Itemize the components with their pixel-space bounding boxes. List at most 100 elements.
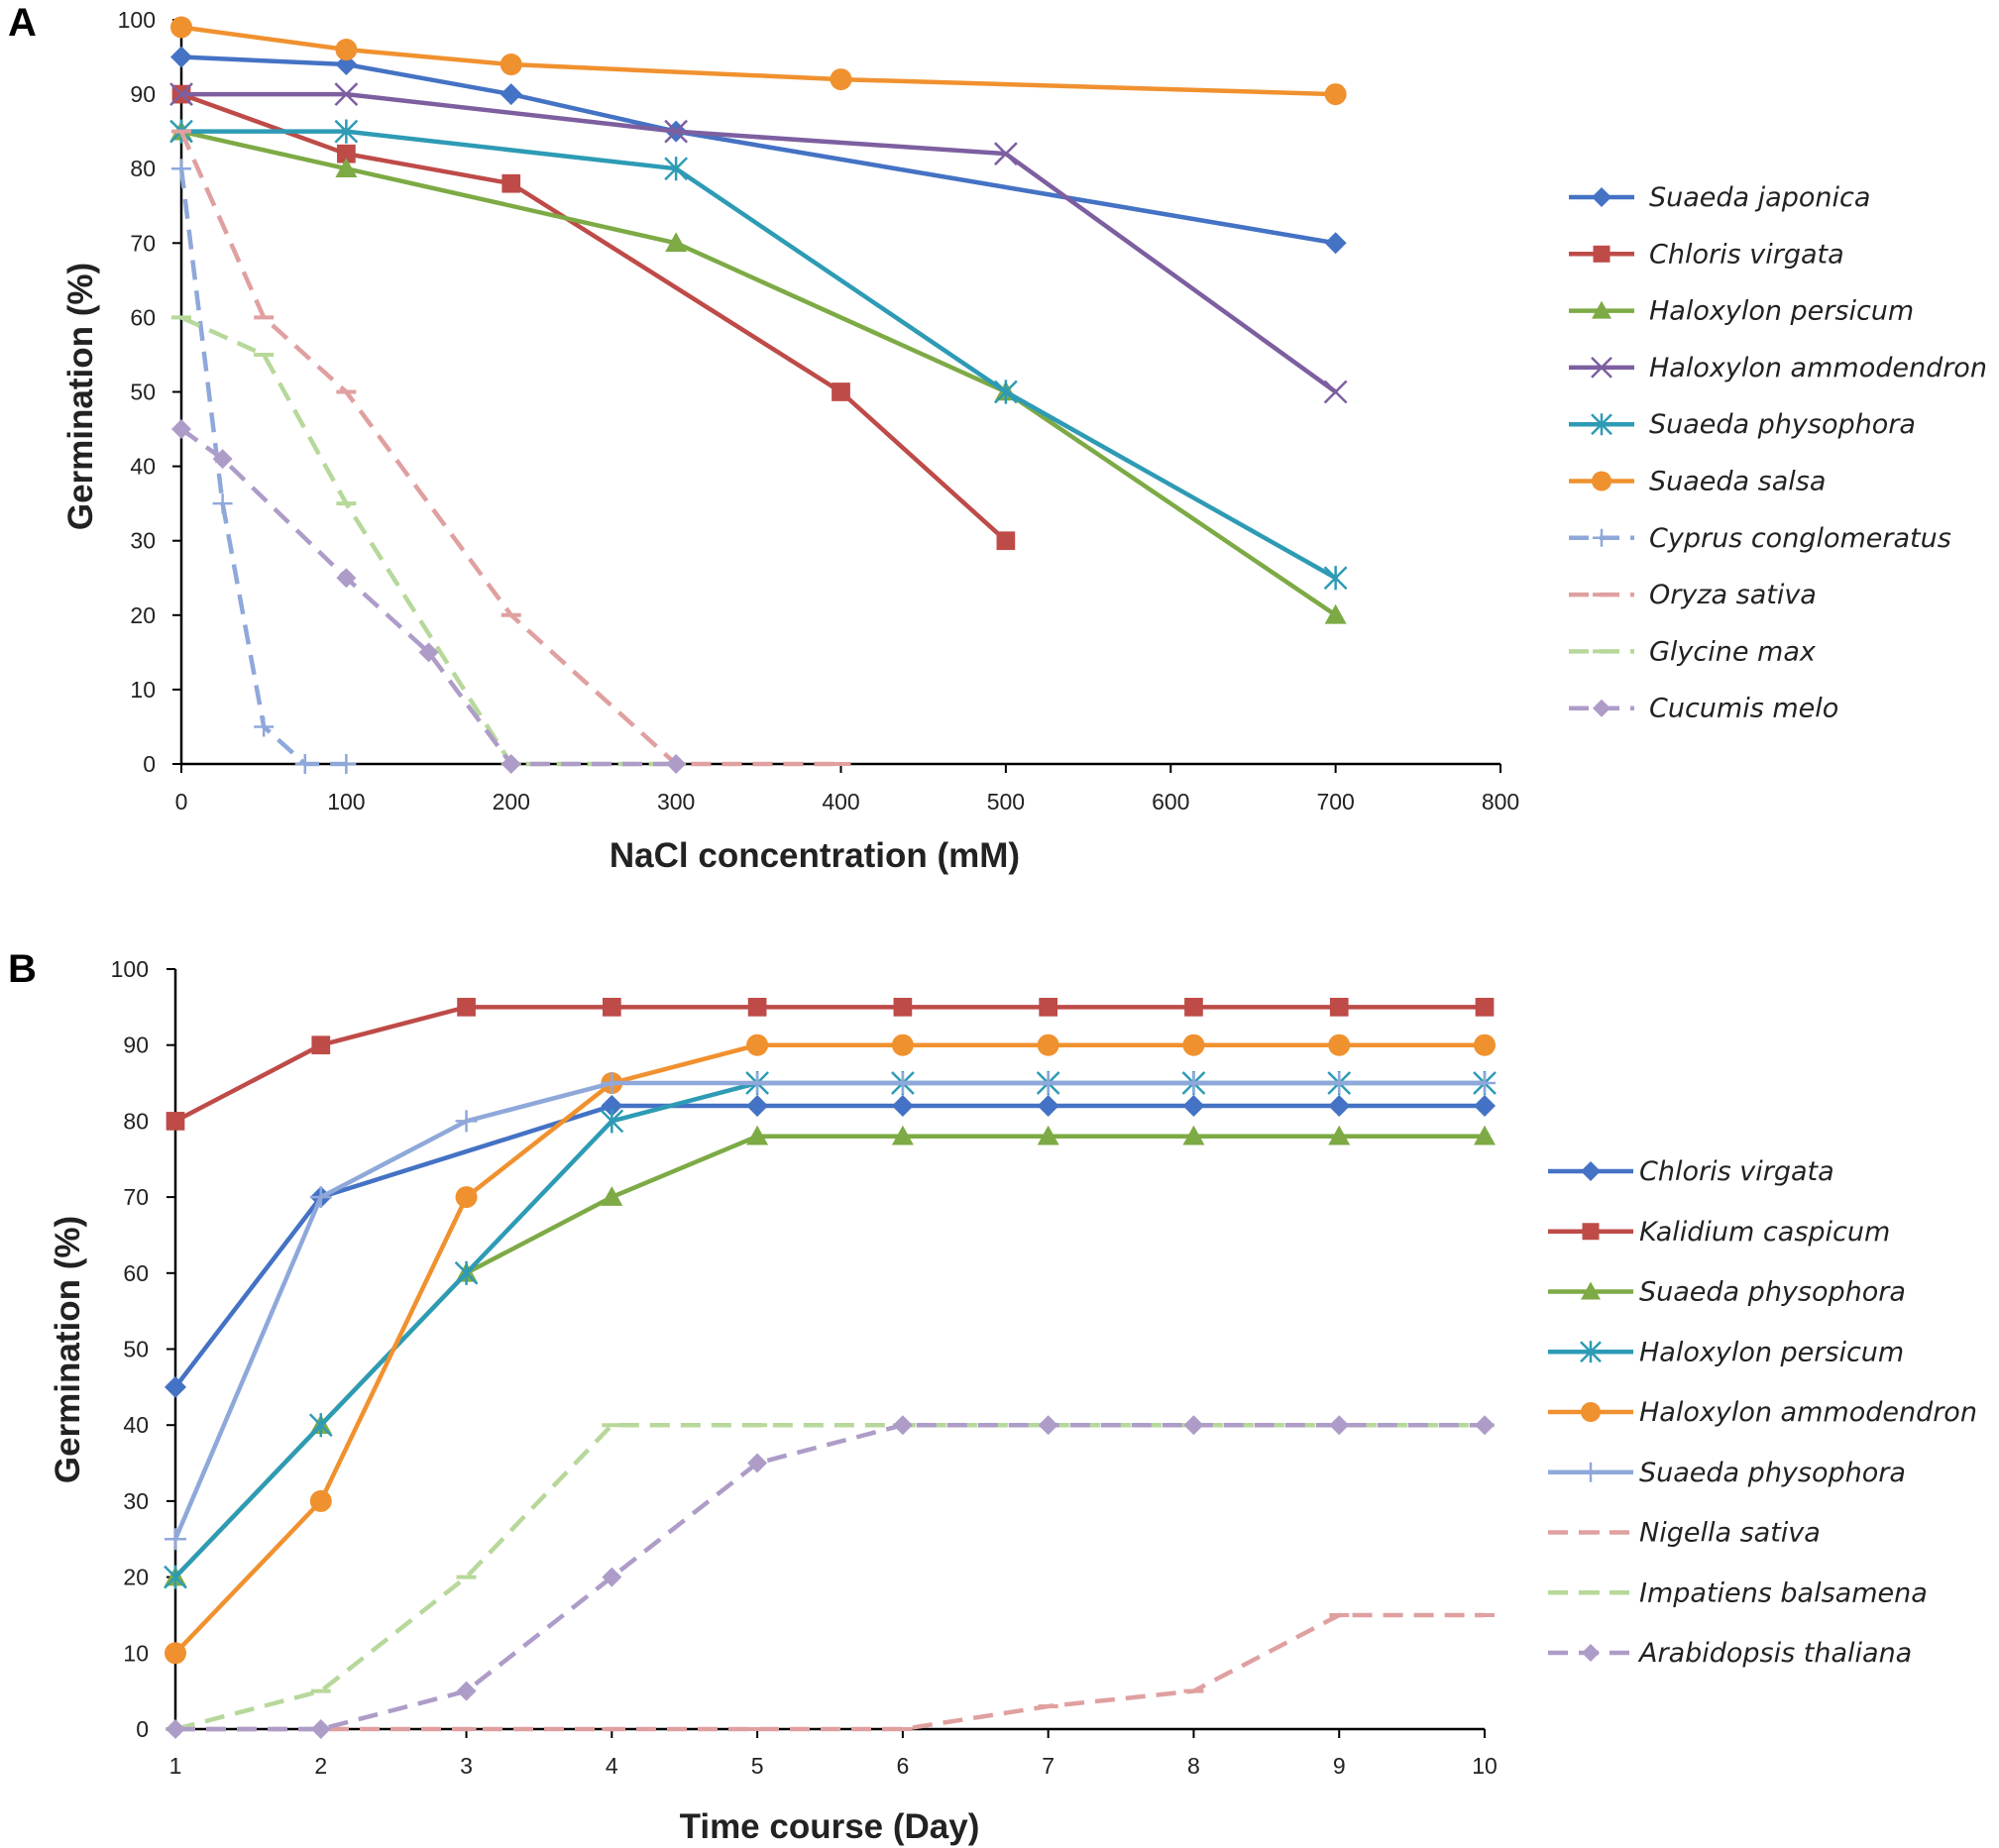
panel-a-series-10-point xyxy=(418,642,439,663)
panel-a-series-line-3 xyxy=(178,129,1338,618)
panel-b-series-line-8 xyxy=(174,1422,1485,1732)
panel-a-series-4-point xyxy=(993,142,1018,166)
panel-a-series-line-6 xyxy=(178,25,1338,97)
panel-b-series-line-4 xyxy=(172,1080,1488,1579)
panel-b-series-line-9 xyxy=(175,1422,1485,1732)
panel-b-series-line-3 xyxy=(172,1134,1488,1579)
panel-b-series-6-point xyxy=(891,1072,914,1095)
panel-b-series-5-point xyxy=(1474,1033,1496,1056)
panel-a-series-5-point xyxy=(664,157,689,181)
panel-b-legend-label-8: Impatiens balsamena xyxy=(1639,1577,1928,1608)
panel-a-series-2-point xyxy=(501,173,521,193)
panel-a-y-tick-label: 80 xyxy=(130,156,156,181)
panel-b-series-9-point xyxy=(1183,1415,1204,1436)
panel-a-x-tick-label: 400 xyxy=(822,789,859,815)
panel-b-series-6-point xyxy=(1182,1072,1205,1095)
panel-b-series-5-point xyxy=(455,1186,478,1209)
panel-b-series-9-point xyxy=(456,1681,477,1701)
panel-b-x-tick-label: 5 xyxy=(751,1753,764,1779)
panel-a-legend-marker-2 xyxy=(1593,245,1610,263)
panel-b-series-5-point xyxy=(309,1489,332,1512)
panel-a-series-1-point xyxy=(170,46,192,68)
panel-a-y-tick-label: 60 xyxy=(130,304,156,330)
panel-a-series-line-10 xyxy=(179,427,677,767)
panel-a-series-10-point xyxy=(500,754,521,774)
panel-a-series-4-point xyxy=(664,119,689,144)
panel-b-series-3-point xyxy=(1328,1125,1351,1145)
panel-b-series-3-point xyxy=(891,1125,914,1145)
panel-b-series-6-point xyxy=(309,1186,332,1209)
panel-a-series-7-point xyxy=(212,493,233,514)
panel-b-series-2-point xyxy=(747,998,767,1017)
panel-b-series-5-point xyxy=(1182,1033,1205,1056)
panel-b-legend-label-3: Suaeda physophora xyxy=(1639,1277,1906,1308)
panel-b-x-tick-label: 2 xyxy=(314,1753,327,1779)
panel-b-series-5-point xyxy=(746,1033,769,1056)
panel-b-series-9-point xyxy=(747,1453,768,1473)
panel-a-series-7-point xyxy=(336,754,357,774)
panel-a-legend-marker-5 xyxy=(1591,413,1612,436)
panel-b-series-2-point xyxy=(602,998,621,1017)
panel-b-series-2-point xyxy=(166,1112,185,1131)
panel-b-y-tick-label: 20 xyxy=(123,1565,149,1590)
panel-b-series-6-point xyxy=(1474,1072,1496,1095)
panel-a-legend-label-9: Glycine max xyxy=(1649,636,1817,667)
panel-a-series-2-point xyxy=(996,531,1016,551)
panel-a: A 0 100 200 300 400 500 600 700 800 0 10 20 30 40 50 6… xyxy=(8,1,1987,875)
panel-b-legend-label-1: Chloris virgata xyxy=(1639,1156,1834,1187)
panel-b-label: B xyxy=(8,947,37,991)
panel-b-legend-label-6: Suaeda physophora xyxy=(1639,1458,1906,1488)
panel-a-y-tick-label: 50 xyxy=(130,380,156,405)
panel-a-y-tick-label: 30 xyxy=(130,528,156,554)
panel-b-x-tick-label: 6 xyxy=(896,1753,909,1779)
panel-b-series-4-point xyxy=(164,1565,187,1589)
panel-b-legend-marker-1 xyxy=(1581,1161,1601,1181)
panel-b-legend-marker-4 xyxy=(1580,1341,1602,1363)
panel-b-series-6-point xyxy=(455,1110,478,1133)
panel-b-series-6-point xyxy=(1328,1072,1351,1095)
panel-a-legend-label-2: Chloris virgata xyxy=(1649,239,1844,270)
panel-a-legend-marker-4 xyxy=(1591,357,1612,379)
panel-a-series-10-point xyxy=(336,568,357,589)
panel-b: B 1 2 3 4 5 6 7 8 9 10 0 10 20 30 40 50 60 70 80 90 100 Tim… xyxy=(8,947,1977,1846)
panel-a-series-2-point xyxy=(832,382,850,401)
panel-a-series-6-point xyxy=(170,16,192,39)
panel-b-series-3-point xyxy=(601,1186,623,1206)
panel-b-series-6-point xyxy=(601,1072,623,1095)
panel-b-y-tick-label: 10 xyxy=(123,1640,149,1666)
panel-a-x-tick-label: 0 xyxy=(175,789,188,815)
panel-b-y-tick-label: 60 xyxy=(123,1260,149,1286)
panel-b-series-4-point xyxy=(308,1413,333,1438)
panel-a-x-tick-label: 600 xyxy=(1152,789,1189,815)
panel-a-x-axis-title: NaCl concentration (mM) xyxy=(610,836,1020,875)
panel-a-x-tick-label: 500 xyxy=(987,789,1025,815)
panel-b-legend-label-2: Kalidium caspicum xyxy=(1639,1217,1890,1248)
panel-a-legend-marker-6 xyxy=(1592,471,1611,491)
panel-a-y-tick-label: 40 xyxy=(130,454,156,480)
panel-b-series-line-5 xyxy=(172,1042,1488,1656)
panel-a-series-6-point xyxy=(830,68,852,91)
panel-b-y-tick-label: 30 xyxy=(123,1488,149,1514)
panel-b-series-2-point xyxy=(1475,998,1495,1017)
panel-b-legend-marker-2 xyxy=(1582,1223,1600,1241)
panel-a-series-5-point xyxy=(993,380,1018,404)
panel-a-legend-label-4: Haloxylon ammodendron xyxy=(1649,353,1987,383)
panel-b-y-tick-label: 80 xyxy=(123,1108,149,1134)
panel-a-y-tick-label: 90 xyxy=(130,81,156,107)
panel-b-series-5-point xyxy=(891,1033,914,1056)
panel-a-series-5-point xyxy=(334,119,359,144)
panel-a-series-2-point xyxy=(337,144,356,163)
panel-a-series-1-point xyxy=(1324,232,1347,255)
panel-b-series-2-point xyxy=(1329,998,1349,1017)
panel-a-x-tick-label: 300 xyxy=(657,789,695,815)
panel-b-y-tick-label: 70 xyxy=(123,1184,149,1210)
panel-b-series-1-point xyxy=(746,1095,769,1118)
panel-a-legend-label-8: Oryza sativa xyxy=(1649,580,1817,610)
panel-b-x-tick-label: 4 xyxy=(606,1753,618,1779)
panel-b-series-2-point xyxy=(893,998,913,1017)
panel-a-legend-label-6: Suaeda salsa xyxy=(1649,467,1826,497)
panel-b-y-axis-title: Germination (%) xyxy=(49,1216,87,1483)
panel-a-series-6-point xyxy=(500,54,522,76)
panel-a-series-3-point xyxy=(665,232,688,253)
panel-a-series-line-8 xyxy=(178,130,841,767)
